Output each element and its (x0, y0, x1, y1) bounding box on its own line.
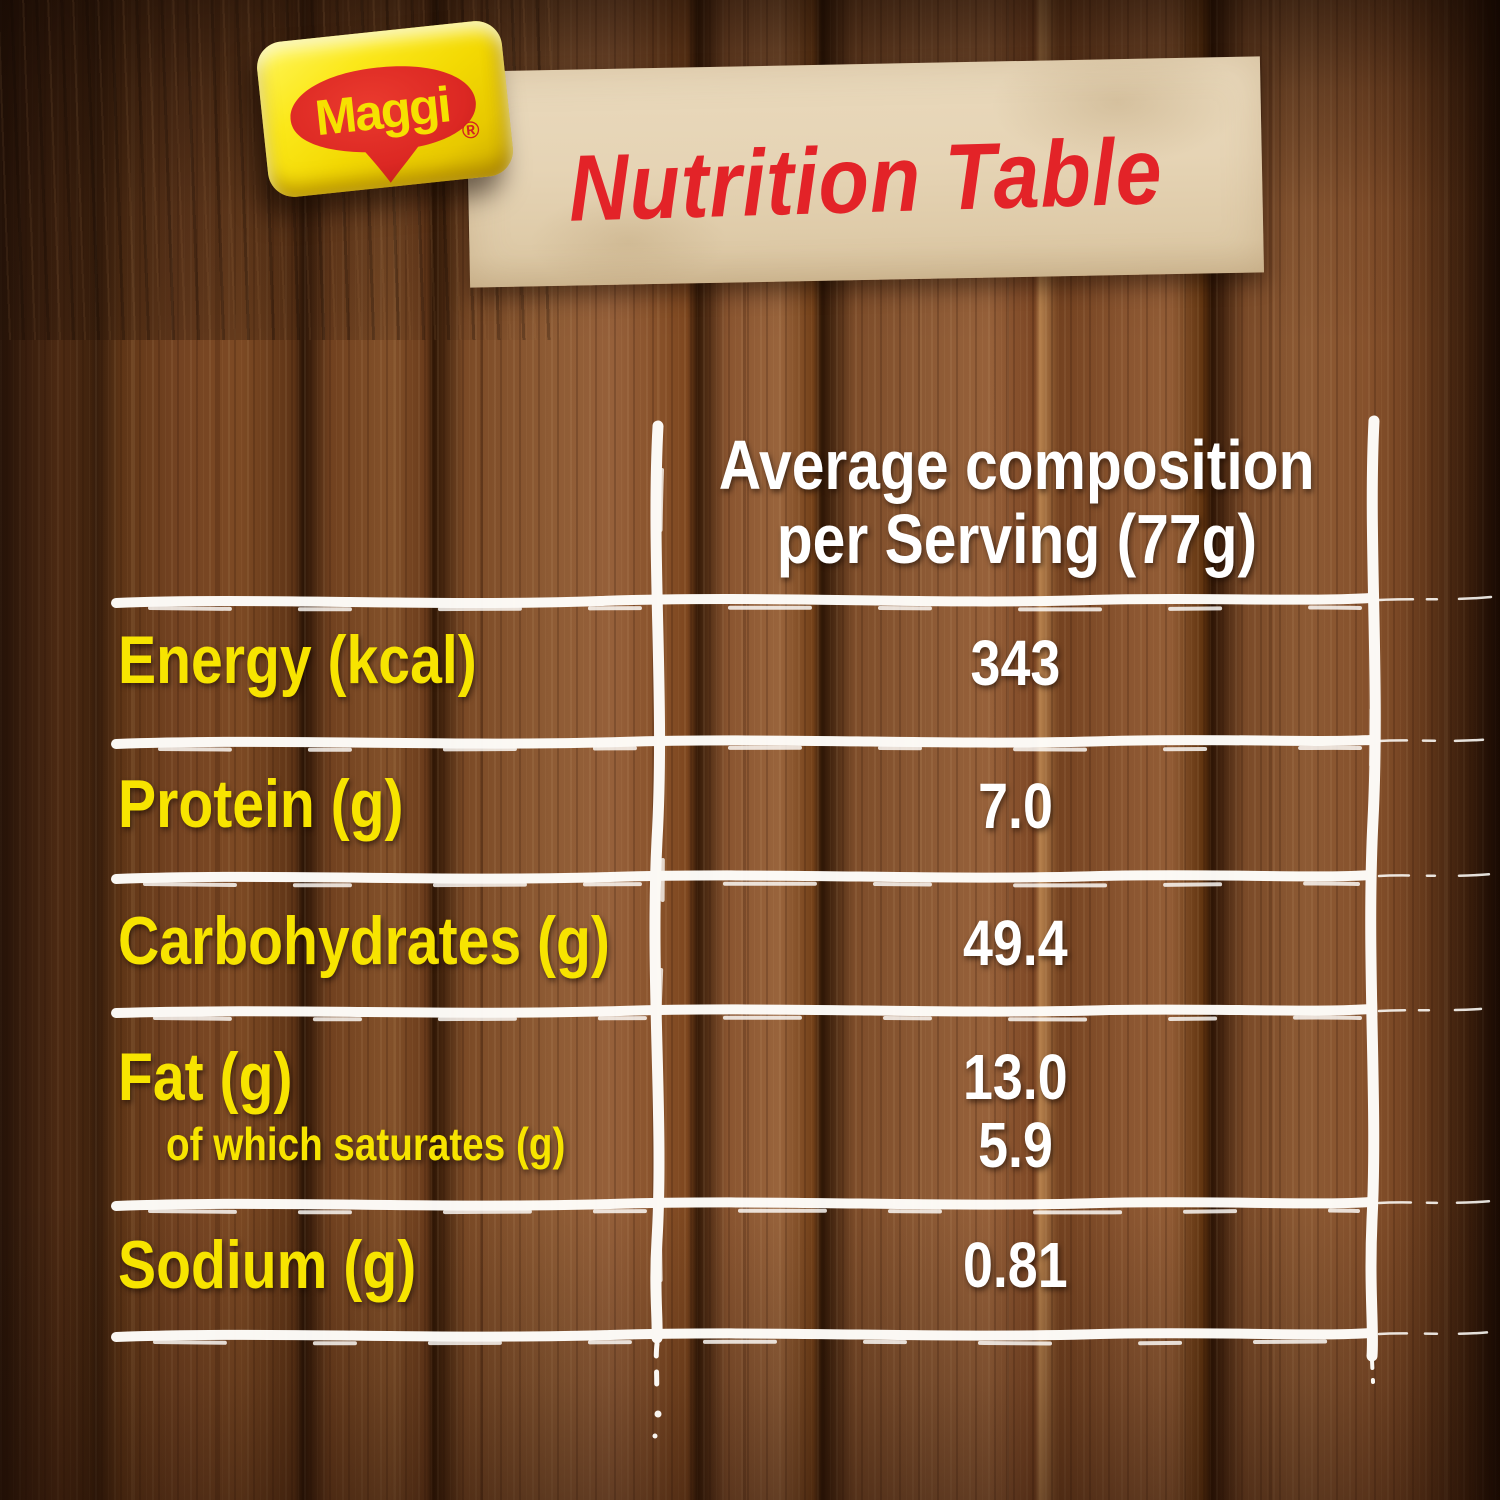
column-header: Average composition per Serving (77g) (660, 426, 1374, 579)
row-value-saturates: 5.9 (977, 1109, 1053, 1181)
row-label-sodium: Sodium (g) (118, 1227, 417, 1303)
maggi-logo: Maggi ® (254, 18, 516, 200)
row-value-carbohydrates: 49.4 (962, 907, 1068, 979)
page-title: Nutrition Table (526, 116, 1204, 244)
row-label-fat: Fat (g) (118, 1039, 293, 1115)
row-label-protein: Protein (g) (118, 766, 404, 842)
logo-registered-mark: ® (461, 116, 482, 145)
row-value-sodium: 0.81 (962, 1229, 1068, 1301)
page-title-text: Nutrition Table (566, 118, 1164, 241)
row-value-energy: 343 (970, 627, 1060, 699)
column-header-line2: per Serving (77g) (776, 500, 1258, 579)
row-label-energy: Energy (kcal) (118, 622, 477, 698)
row-value-protein: 7.0 (977, 770, 1053, 842)
row-label-saturates: of which saturates (g) (166, 1118, 566, 1170)
row-label-carbohydrates: Carbohydrates (g) (118, 903, 610, 979)
paper-banner: Nutrition Table (465, 56, 1265, 288)
logo-art: Maggi ® (290, 66, 482, 183)
row-value-fat: 13.0 (962, 1041, 1068, 1113)
column-header-line1: Average composition (719, 426, 1315, 504)
